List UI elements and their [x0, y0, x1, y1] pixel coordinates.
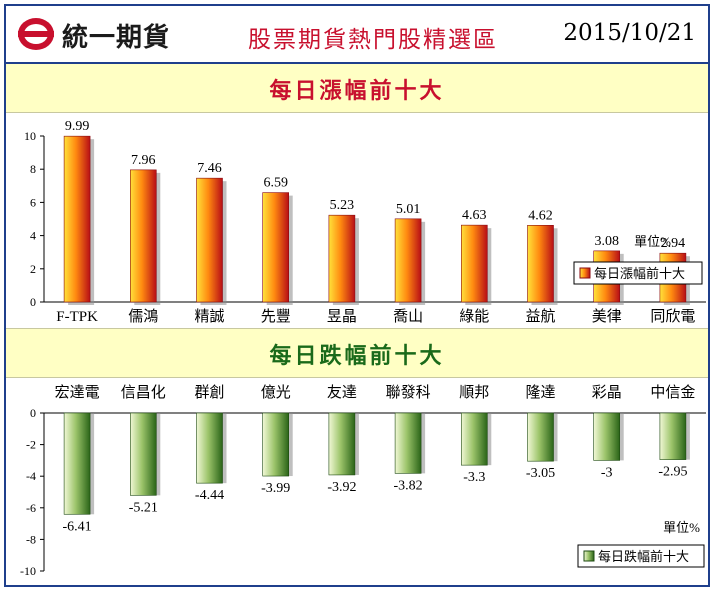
bar [130, 169, 157, 303]
category-label: 信昌化 [121, 384, 166, 401]
legend-box [573, 261, 703, 285]
category-label: 儒鴻 [128, 308, 158, 325]
company-name: 統一期貨 [62, 23, 171, 53]
y-tick-label: -8 [26, 532, 36, 546]
category-label: 先豐 [261, 308, 291, 325]
y-tick-label: 0 [30, 406, 36, 420]
category-label: 隆達 [525, 384, 555, 401]
data-label: 7.46 [197, 161, 222, 176]
y-tick-label: 4 [30, 229, 36, 243]
y-tick-label: -6 [26, 501, 36, 515]
y-tick-label: 0 [30, 295, 36, 309]
bar [460, 412, 488, 466]
legend-text: 每日漲幅前十大 [594, 266, 685, 281]
data-label: -2.95 [658, 465, 687, 480]
data-label: -6.41 [63, 519, 92, 534]
category-label: 美律 [592, 308, 622, 325]
data-label: 4.63 [462, 208, 487, 223]
unit-label: 單位% [663, 520, 700, 535]
bar [196, 177, 223, 303]
category-label: F-TPK [56, 309, 98, 325]
bar [262, 412, 290, 477]
data-label: -4.44 [195, 488, 224, 503]
bar [63, 412, 91, 515]
category-label: 中信金 [650, 384, 695, 401]
bar [659, 412, 687, 460]
report-date: 2015/10/21 [563, 20, 696, 46]
data-label: 2.94 [661, 236, 686, 251]
data-label: 3.08 [594, 234, 619, 249]
bar [63, 135, 91, 303]
losers-title: 每日跌幅前十大 [269, 343, 445, 369]
category-label: 彩晶 [592, 384, 622, 401]
category-label: 億光 [261, 384, 291, 401]
bar [527, 412, 554, 462]
bar [593, 412, 621, 461]
legend-swatch [583, 550, 595, 562]
category-label: 友達 [327, 384, 357, 401]
y-tick-label: 8 [30, 162, 36, 176]
category-label: 聯發科 [386, 384, 431, 401]
data-label: 4.62 [528, 208, 553, 223]
bar [394, 218, 422, 303]
legend-box [577, 544, 705, 568]
data-label: 5.23 [330, 198, 355, 213]
data-label: -3.82 [394, 478, 423, 493]
data-label: -3.99 [261, 481, 290, 496]
bar [394, 412, 422, 474]
unit-label: 單位% [634, 234, 671, 249]
bar [196, 412, 223, 484]
y-tick-label: -10 [20, 564, 36, 578]
bar [328, 214, 356, 303]
bar [460, 224, 488, 303]
category-label: 群創 [194, 384, 224, 401]
y-tick-label: 6 [30, 195, 36, 209]
legend-swatch [579, 267, 591, 279]
losers-chart: 0 -2 -4 -6 -8 -10 -6.41 宏達電 -5.21 信昌化 -4.44 群創 -3.99… [20, 384, 706, 578]
data-label: 9.99 [65, 119, 90, 134]
page-frame: 統一期貨 股票期貨熱門股精選區 2015/10/21 每日漲幅前十大 0 2 4 6 8… [4, 4, 710, 587]
category-label: 精誠 [194, 308, 224, 325]
gainers-section-header: 每日漲幅前十大 [6, 64, 708, 113]
data-label: -3.92 [327, 480, 356, 495]
data-label: -3.05 [526, 466, 555, 481]
data-label: -3 [601, 465, 613, 480]
legend-text: 每日跌幅前十大 [598, 549, 689, 564]
y-tick-label: 10 [24, 129, 36, 143]
y-tick-label: -4 [26, 469, 36, 483]
data-label: -5.21 [129, 500, 158, 515]
y-tick-label: 2 [30, 262, 36, 276]
data-label: -3.3 [463, 470, 485, 485]
bar [130, 412, 157, 496]
category-label: 宏達電 [55, 384, 100, 401]
data-label: 5.01 [396, 202, 421, 217]
y-tick-label: -2 [26, 438, 36, 452]
category-label: 綠能 [459, 308, 489, 325]
category-label: 喬山 [393, 308, 423, 325]
gainers-chart: 0 2 4 6 8 10 9.99 F-TPK 7.96 儒鴻 7.46 精誠 6.59 先豐 5.23 昱晶… [24, 119, 706, 325]
category-label: 益航 [525, 308, 555, 325]
category-label: 昱晶 [327, 309, 357, 325]
category-label: 順邦 [459, 384, 489, 401]
data-label: 7.96 [131, 153, 156, 168]
page-subtitle: 股票期貨熱門股精選區 [248, 27, 498, 53]
bar [527, 225, 554, 303]
gainers-title: 每日漲幅前十大 [269, 78, 445, 104]
losers-section-header: 每日跌幅前十大 [6, 328, 708, 378]
data-label: 6.59 [263, 176, 288, 191]
header: 統一期貨 股票期貨熱門股精選區 2015/10/21 [6, 6, 708, 64]
company-logo-icon [18, 18, 54, 50]
bar [328, 412, 356, 476]
category-label: 同欣電 [650, 308, 695, 325]
bar [262, 192, 290, 303]
